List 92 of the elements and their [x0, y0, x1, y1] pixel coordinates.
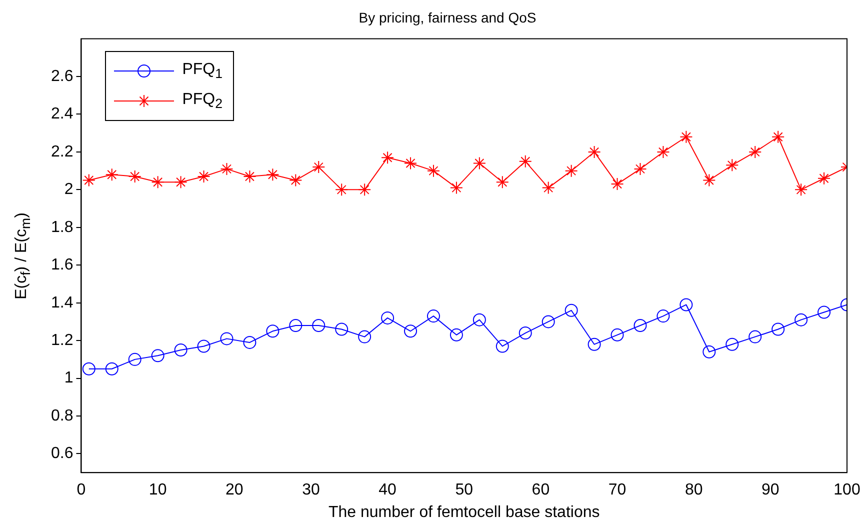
- x-tick-label: 0: [76, 482, 86, 499]
- point: [358, 330, 372, 344]
- point: [818, 306, 831, 319]
- point: [105, 168, 118, 182]
- point: [174, 176, 188, 189]
- point: [496, 340, 509, 353]
- point: [726, 338, 739, 351]
- point: [680, 298, 693, 312]
- point: [335, 183, 348, 196]
- y-tick-label: 0.6: [50, 445, 74, 462]
- point: [128, 170, 142, 183]
- y-tick-label: 2.4: [50, 106, 74, 123]
- point: [472, 156, 486, 170]
- point: [381, 311, 394, 324]
- point: [702, 174, 716, 187]
- x-tick-label: 10: [148, 482, 167, 499]
- x-tick-label: 60: [532, 482, 550, 499]
- point: [289, 174, 302, 187]
- point: [128, 352, 142, 366]
- point: [243, 170, 256, 183]
- point: [496, 176, 509, 189]
- point: [794, 313, 808, 326]
- point: [564, 164, 578, 178]
- y-tick-label: 2.2: [50, 143, 74, 160]
- y-tick-label: 1.6: [50, 256, 74, 274]
- point: [794, 183, 808, 196]
- point: [634, 162, 647, 176]
- point: [542, 181, 555, 194]
- x-tick-label: 30: [302, 482, 320, 499]
- x-tick-label: 50: [455, 482, 474, 499]
- point: [82, 174, 96, 187]
- x-tick-label: 20: [225, 482, 244, 499]
- legend-label: PFQ$_{2}$: [182, 90, 223, 111]
- y-tick-label: 1: [64, 370, 74, 387]
- point: [220, 162, 234, 176]
- point: [656, 310, 670, 323]
- point: [404, 324, 418, 338]
- point: [312, 160, 326, 174]
- point: [151, 349, 164, 362]
- y-tick-label: 2.6: [50, 68, 74, 85]
- point: [220, 332, 234, 346]
- point: [266, 324, 280, 338]
- y-tick-label: 2: [64, 181, 74, 198]
- point: [197, 170, 210, 183]
- point: [518, 326, 532, 340]
- point: [588, 338, 601, 351]
- point: [472, 313, 486, 326]
- point: [772, 322, 785, 336]
- point: [82, 362, 96, 376]
- chart-title: By pricing, fairness and QoS: [358, 9, 536, 26]
- point: [151, 176, 164, 189]
- point: [450, 181, 463, 194]
- point: [174, 344, 188, 357]
- point: [656, 145, 670, 158]
- point: [518, 154, 532, 168]
- y-tick-label: 0.8: [50, 407, 74, 424]
- point: [726, 158, 739, 172]
- point: [404, 156, 418, 170]
- point: [634, 318, 647, 332]
- point: [748, 145, 762, 158]
- x-tick-label: 70: [608, 482, 626, 499]
- y-tick-label: 1.4: [50, 294, 74, 312]
- point: [702, 345, 716, 358]
- point: [312, 318, 326, 332]
- point: [381, 151, 394, 164]
- point: [335, 322, 348, 336]
- point: [450, 328, 463, 342]
- point: [772, 130, 785, 144]
- point: [358, 183, 372, 196]
- point: [426, 164, 440, 178]
- point: [564, 304, 578, 317]
- point: [610, 328, 624, 342]
- x-tick-label: 40: [378, 482, 397, 499]
- x-tick-label: 100: [834, 482, 860, 499]
- y-tick-label: 1.8: [50, 218, 74, 236]
- x-tick-label: 80: [684, 482, 703, 499]
- point: [610, 178, 624, 191]
- point: [748, 330, 762, 344]
- point: [542, 315, 555, 328]
- point: [266, 168, 280, 182]
- legend-label: PFQ$_{1}$: [182, 60, 223, 81]
- point: [680, 130, 693, 144]
- point: [105, 362, 118, 376]
- x-axis-title: The number of femtocell base stations: [328, 504, 600, 521]
- y-tick-label: 1.2: [50, 332, 74, 349]
- x-tick-label: 90: [762, 482, 780, 499]
- point: [243, 336, 256, 349]
- point: [197, 340, 210, 353]
- point: [426, 310, 440, 323]
- point: [588, 145, 601, 158]
- point: [289, 318, 302, 332]
- point: [818, 172, 831, 185]
